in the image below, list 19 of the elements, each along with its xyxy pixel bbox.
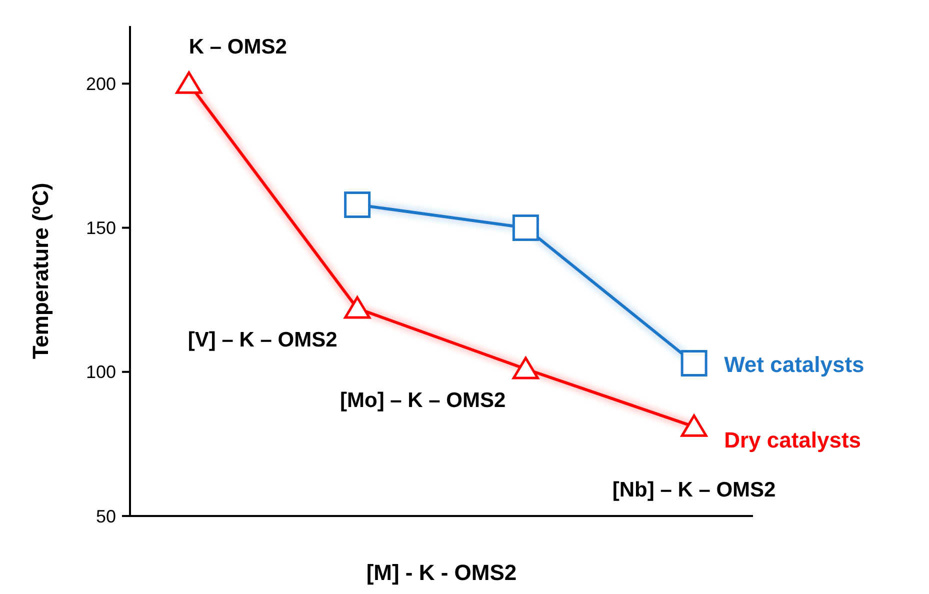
- point: [176, 71, 202, 94]
- point: [344, 191, 371, 218]
- series-label: Wet catalysts: [724, 352, 864, 378]
- annotation: [Mo] – K – OMS2: [340, 389, 506, 412]
- point: [512, 356, 539, 380]
- y-axis-title: Temperature (ºC): [28, 182, 53, 360]
- point: [512, 214, 539, 242]
- y-tick-label: 150: [86, 218, 116, 238]
- point: [680, 350, 708, 376]
- annotation: [V] – K – OMS2: [188, 328, 338, 352]
- y-tick-label: 100: [86, 362, 116, 382]
- annotation: K – OMS2: [188, 36, 287, 59]
- series-label: Dry catalysts: [724, 428, 862, 453]
- y-tick-label: 200: [86, 74, 116, 94]
- y-tick-label: 50: [96, 506, 116, 526]
- point: [680, 414, 708, 437]
- annotation: [Nb] – K – OMS2: [612, 478, 776, 502]
- x-axis-title: [M] - K - OMS2: [366, 560, 517, 585]
- point: [344, 296, 371, 319]
